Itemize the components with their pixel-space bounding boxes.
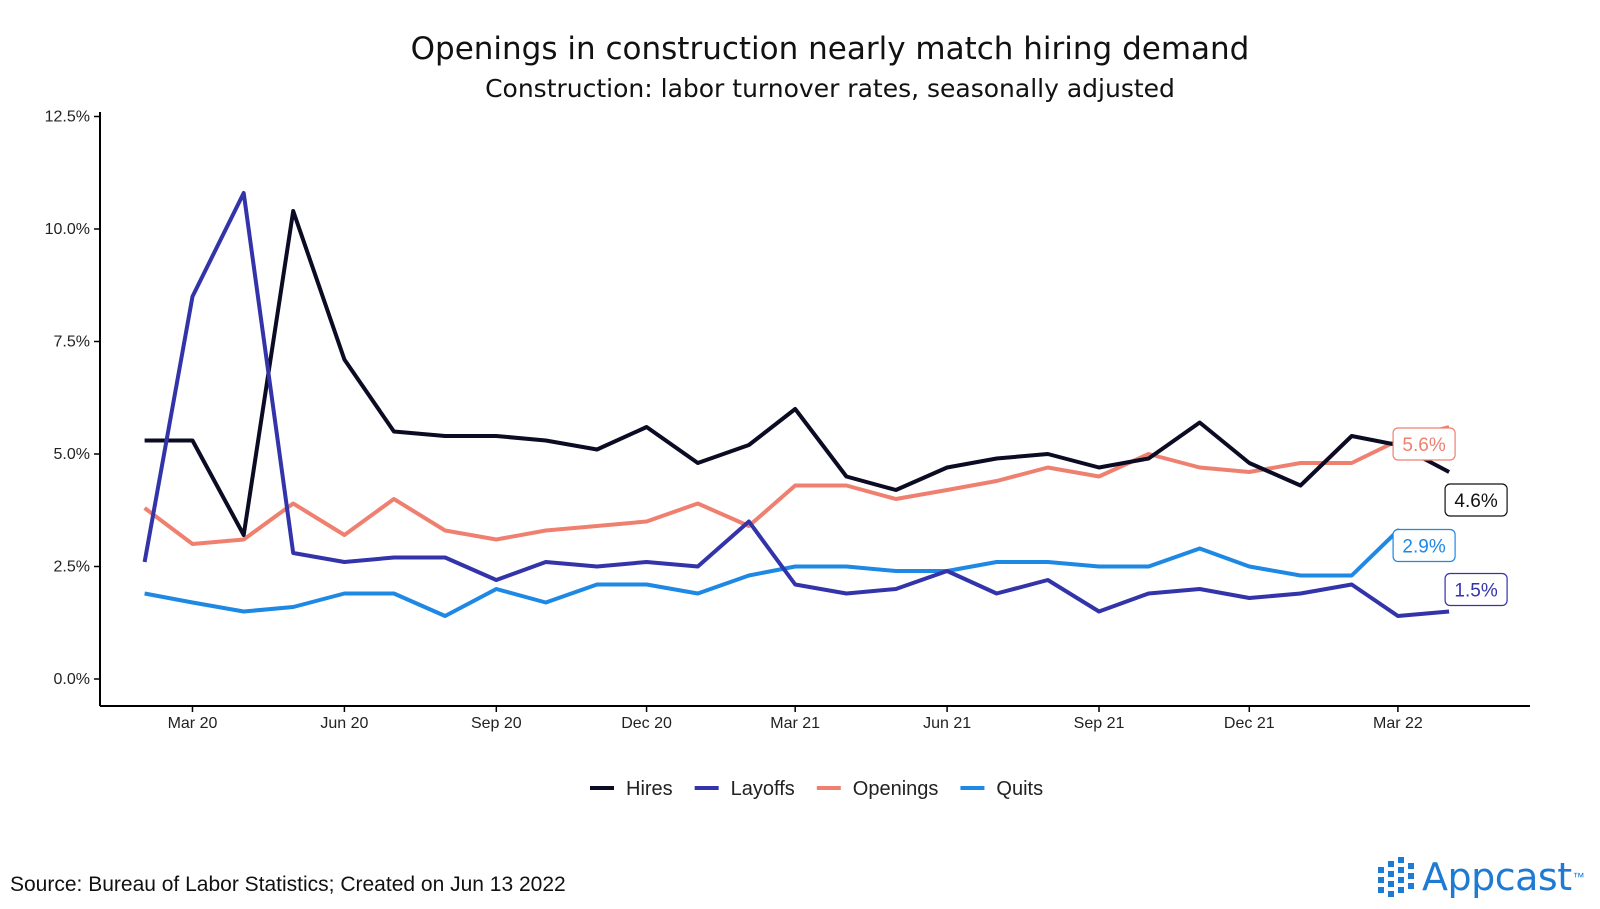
x-tick-label: Mar 20 — [168, 715, 218, 732]
x-tick-label: Mar 21 — [770, 715, 820, 732]
x-tick-label: Sep 20 — [471, 715, 522, 732]
y-tick-label: 0.0% — [54, 671, 90, 688]
x-tick-label: Jun 21 — [923, 715, 971, 732]
x-tick-label: Jun 20 — [320, 715, 368, 732]
x-tick-label: Dec 21 — [1224, 715, 1275, 732]
chart-subtitle: Construction: labor turnover rates, seas… — [485, 74, 1175, 103]
brand-name: Appcast — [1422, 855, 1572, 899]
end-label-hires: 4.6% — [1444, 483, 1508, 517]
series-lines — [142, 191, 1451, 618]
brand-trademark: ™ — [1572, 870, 1585, 884]
y-tick-label: 12.5% — [45, 109, 90, 126]
end-labels: 4.6% 1.5% 5.6% 2.9% — [1392, 427, 1508, 607]
end-label-quits: 2.9% — [1392, 528, 1456, 563]
svg-text:1.5%: 1.5% — [1454, 581, 1497, 602]
end-label-layoffs: 1.5% — [1444, 572, 1508, 607]
end-label-openings: 5.6% — [1392, 427, 1456, 461]
y-tick-label: 5.0% — [54, 446, 90, 463]
svg-text:5.6%: 5.6% — [1402, 435, 1445, 456]
appcast-logo-icon — [1378, 857, 1414, 897]
series-line-quits — [144, 528, 1450, 618]
legend-item-openings: Openings — [816, 778, 939, 800]
legend: Hires Layoffs Openings Quits — [590, 778, 1043, 800]
x-tick-label: Sep 21 — [1074, 715, 1125, 732]
series-line-openings — [143, 425, 1450, 546]
legend-item-hires: Hires — [590, 778, 673, 800]
svg-text:4.6%: 4.6% — [1454, 491, 1497, 512]
legend-label: Quits — [996, 778, 1043, 800]
source-note: Source: Bureau of Labor Statistics; Crea… — [10, 873, 566, 896]
legend-item-layoffs: Layoffs — [694, 778, 795, 800]
chart-title: Openings in construction nearly match hi… — [411, 31, 1250, 67]
legend-label: Hires — [626, 778, 673, 800]
svg-text:2.9%: 2.9% — [1402, 537, 1445, 558]
axes: 0.0% 2.5% 5.0% 7.5% 10.0% 12.5% Mar 20 Jun 20 Se… — [45, 109, 1530, 732]
brand-logo: Appcast ™ — [1378, 852, 1585, 902]
series-line-layoffs — [142, 191, 1450, 618]
series-line-hires — [144, 209, 1451, 537]
y-tick-label: 7.5% — [54, 334, 90, 351]
legend-item-quits: Quits — [960, 778, 1043, 800]
legend-label: Layoffs — [731, 778, 795, 800]
y-tick-label: 10.0% — [45, 221, 90, 238]
x-tick-label: Dec 20 — [621, 715, 672, 732]
y-tick-label: 2.5% — [54, 559, 90, 576]
x-tick-label: Mar 22 — [1373, 715, 1423, 732]
legend-label: Openings — [853, 778, 939, 800]
